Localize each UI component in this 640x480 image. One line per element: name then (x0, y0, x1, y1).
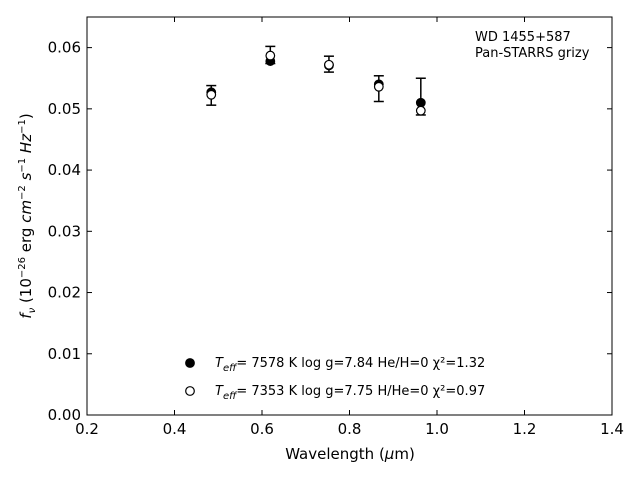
x-tick-label: 0.4 (163, 420, 187, 438)
model-point-open (415, 105, 426, 116)
legend: Teff= 7578 K log g=7.84 He/H=0 χ²=1.32 T… (185, 356, 485, 402)
x-tick-label: 0.2 (75, 420, 99, 438)
legend-entry-1: Teff= 7578 K log g=7.84 He/H=0 χ²=1.32 (215, 356, 485, 374)
x-tick-label: 0.8 (338, 420, 362, 438)
x-tick-label: 0.6 (250, 420, 274, 438)
x-axis-label: Wavelength (μm) (285, 445, 415, 463)
y-tick-label: 0.04 (48, 161, 81, 179)
y-tick-label: 0.01 (48, 345, 81, 363)
y-tick-label: 0.02 (48, 284, 81, 302)
y-tick-label: 0.05 (48, 100, 81, 118)
object-name: WD 1455+587 (475, 30, 571, 45)
model-point-filled (415, 97, 426, 108)
x-tick-label: 1.2 (513, 420, 537, 438)
x-tick-label: 1.0 (425, 420, 449, 438)
survey-name: Pan-STARRS grizy (475, 46, 590, 61)
y-tick-label: 0.03 (48, 222, 81, 240)
model-point-open (324, 59, 334, 70)
y-axis-label: fν (10−26 erg cm−2 s−1 Hz−1) (17, 113, 38, 318)
plot-area: 0.2 0.4 0.6 0.8 1.0 1.2 1.4 0.00 0.01 0.02 0.03 0.0… (48, 16, 624, 438)
legend-marker-filled (185, 358, 195, 368)
model-point-open (206, 89, 217, 100)
legend-marker-open (185, 386, 195, 396)
model-point-open (373, 81, 384, 92)
y-tick-label: 0.06 (48, 39, 81, 57)
x-tick-label: 1.4 (600, 420, 624, 438)
legend-entry-2: Teff= 7353 K log g=7.75 H/He=0 χ²=0.97 (215, 384, 485, 402)
y-tick-label: 0.00 (48, 406, 81, 424)
model-point-open (265, 50, 276, 61)
